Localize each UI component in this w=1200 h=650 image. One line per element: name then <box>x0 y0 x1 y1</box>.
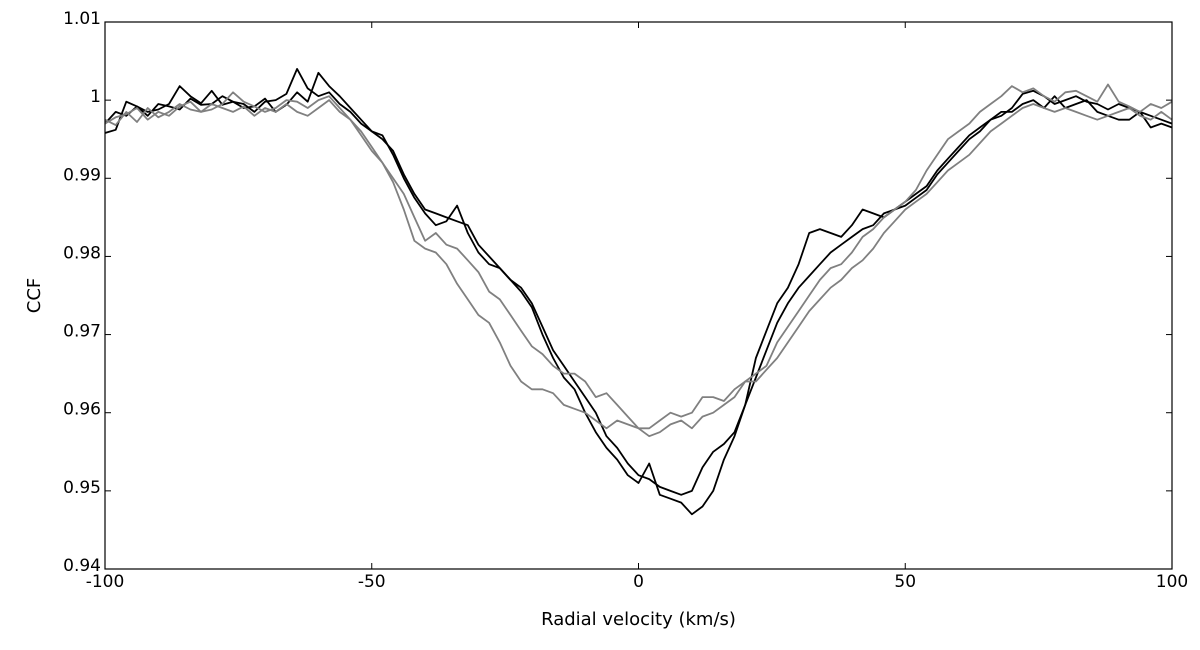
x-tick-label: 0 <box>633 572 644 592</box>
x-tick-label: -100 <box>86 572 125 592</box>
y-axis-label: CCF <box>24 278 45 314</box>
y-tick-label: 0.97 <box>63 322 101 342</box>
x-axis-ticks: -100 -50 0 50 100 <box>86 22 1188 592</box>
y-tick-label: 0.98 <box>63 243 101 263</box>
series-line-2 <box>105 68 1172 496</box>
series-layer <box>105 68 1172 516</box>
x-tick-label: 100 <box>1156 572 1188 592</box>
x-axis-label: Radial velocity (km/s) <box>541 609 736 630</box>
y-tick-label: 0.96 <box>63 400 101 420</box>
y-tick-label: 1 <box>90 87 101 107</box>
y-tick-label: 1.01 <box>63 9 101 29</box>
series-line-3 <box>105 83 1172 438</box>
y-tick-label: 0.94 <box>63 556 101 576</box>
plot-frame <box>104 21 1173 570</box>
x-tick-label: -50 <box>358 572 386 592</box>
y-tick-label: 0.99 <box>63 165 101 185</box>
y-axis-ticks: 0.94 0.95 0.96 0.97 0.98 0.99 1 1.01 <box>63 9 1172 576</box>
y-tick-label: 0.95 <box>63 478 101 498</box>
series-line-1 <box>105 71 1172 516</box>
series-line-4 <box>105 99 1172 430</box>
x-tick-label: 50 <box>894 572 916 592</box>
